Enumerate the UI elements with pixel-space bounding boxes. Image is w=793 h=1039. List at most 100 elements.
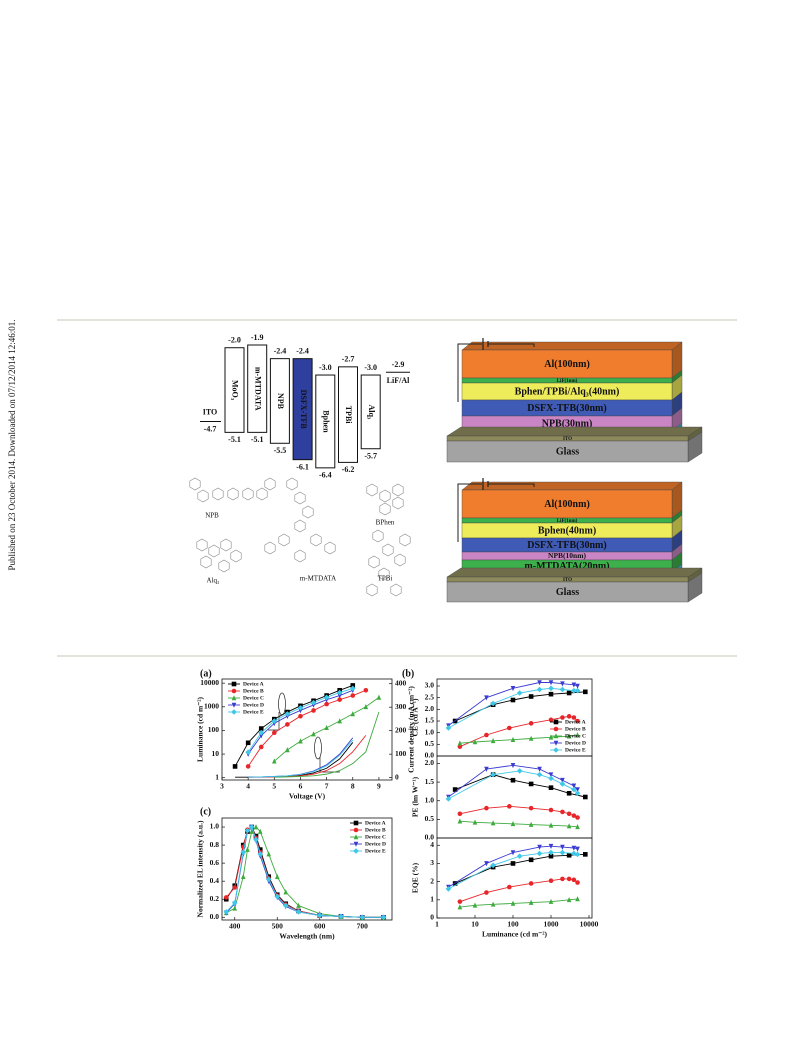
data-point bbox=[571, 877, 577, 883]
layer-label: DSFX-TFB(30nm) bbox=[527, 403, 606, 414]
electrode-name: LiF/Al bbox=[387, 376, 410, 385]
data-point bbox=[575, 815, 580, 820]
data-point bbox=[257, 851, 264, 857]
lumo-value: -3.0 bbox=[319, 363, 332, 372]
molecule-ring bbox=[294, 519, 306, 533]
molecule-ring bbox=[372, 529, 384, 543]
legend-marker bbox=[553, 747, 559, 753]
legend-label: Device A bbox=[243, 681, 264, 687]
molecule-name: m-MTDATA bbox=[300, 575, 336, 583]
layer-label: Bphen(40nm) bbox=[538, 525, 596, 536]
data-point bbox=[490, 738, 496, 744]
y-tick-label: 0.8 bbox=[210, 840, 220, 849]
data-point bbox=[548, 843, 554, 849]
molecule-ring bbox=[379, 502, 391, 516]
data-point bbox=[571, 813, 577, 818]
x-tick-label: 4 bbox=[246, 782, 250, 791]
data-point bbox=[528, 781, 534, 787]
layer-top-face bbox=[461, 481, 683, 491]
x-tick-label: 500 bbox=[272, 922, 284, 931]
legend-marker bbox=[231, 681, 237, 687]
data-point bbox=[271, 718, 278, 724]
legend-marker bbox=[231, 688, 237, 694]
data-line bbox=[234, 685, 353, 767]
data-point bbox=[510, 861, 516, 866]
data-point bbox=[583, 689, 588, 695]
data-point bbox=[253, 824, 259, 830]
data-line bbox=[459, 898, 578, 908]
data-point bbox=[272, 758, 277, 764]
data-point bbox=[316, 912, 323, 919]
layer-label: Bphen/TPBi/Alq₃(40nm) bbox=[515, 386, 620, 397]
legend-marker bbox=[231, 695, 237, 701]
y-tick-label: 0.4 bbox=[210, 876, 220, 885]
data-point bbox=[349, 685, 356, 692]
data-point bbox=[253, 836, 259, 843]
molecule-ring bbox=[230, 549, 242, 563]
x-tick-label: 10000 bbox=[580, 920, 599, 929]
data-point bbox=[559, 849, 566, 856]
x-tick-label: 7 bbox=[325, 782, 329, 791]
data-point bbox=[350, 683, 356, 688]
data-point bbox=[258, 726, 264, 731]
material-name: Alq₃ bbox=[367, 404, 376, 419]
y-tick-label: 100 bbox=[208, 725, 220, 734]
data-point bbox=[297, 705, 304, 711]
molecule-ring bbox=[242, 487, 254, 501]
data-point bbox=[548, 775, 554, 782]
data-point bbox=[537, 680, 542, 686]
homo-value: -6.2 bbox=[342, 465, 355, 474]
data-point bbox=[232, 905, 238, 911]
data-point bbox=[537, 844, 542, 850]
data-point bbox=[363, 687, 369, 693]
legend-marker bbox=[231, 709, 237, 715]
data-line bbox=[459, 878, 578, 903]
homo-value: -5.1 bbox=[228, 435, 241, 444]
homo-value: -5.7 bbox=[364, 452, 377, 461]
data-point bbox=[560, 844, 565, 850]
data-point bbox=[548, 772, 554, 778]
device-layer bbox=[461, 489, 673, 519]
circuit-wire bbox=[488, 483, 535, 487]
molecule-ring bbox=[366, 583, 378, 597]
material-name: DSFX-TFB bbox=[299, 390, 308, 430]
circuit-wire bbox=[457, 483, 482, 542]
data-line bbox=[448, 682, 578, 727]
data-point bbox=[528, 721, 534, 726]
y-tick-label: 3 bbox=[430, 858, 434, 867]
molecule-ring bbox=[394, 553, 406, 567]
data-point bbox=[265, 876, 272, 883]
y-axis-title: PE (lm W⁻¹) bbox=[411, 776, 420, 817]
data-point bbox=[337, 693, 342, 699]
data-point bbox=[266, 851, 272, 857]
y-tick-label: 1.0 bbox=[425, 727, 435, 736]
layer-top-face bbox=[461, 341, 683, 351]
layer-label: LiF(1nm) bbox=[557, 379, 578, 384]
x-tick-label: 700 bbox=[357, 922, 369, 931]
molecule-ring bbox=[302, 505, 314, 519]
data-point bbox=[296, 902, 301, 908]
data-point bbox=[548, 734, 554, 740]
x-tick-label: 8 bbox=[351, 782, 355, 791]
data-point bbox=[285, 722, 290, 727]
data-point bbox=[575, 683, 580, 689]
molecule-ring bbox=[294, 491, 306, 505]
y2-tick-label: 400 bbox=[395, 678, 407, 687]
data-point bbox=[484, 732, 489, 738]
data-point bbox=[457, 811, 463, 817]
material-name: TPBi bbox=[344, 406, 353, 425]
data-point bbox=[240, 849, 247, 856]
material-name: m-MTDATA bbox=[253, 367, 262, 411]
molecule-ring bbox=[378, 567, 390, 581]
data-point bbox=[516, 853, 523, 859]
legend-label: Device E bbox=[365, 848, 386, 854]
molecule-ring bbox=[294, 549, 306, 563]
layer-label: m-MTDATA(20nm) bbox=[524, 561, 609, 572]
legend-label: Device E bbox=[565, 747, 586, 753]
energy-box bbox=[247, 344, 268, 433]
legend-label: Device D bbox=[365, 841, 386, 847]
data-point bbox=[548, 691, 554, 697]
data-point bbox=[490, 862, 496, 869]
data-point bbox=[285, 747, 290, 753]
molecule-ring bbox=[197, 489, 209, 503]
